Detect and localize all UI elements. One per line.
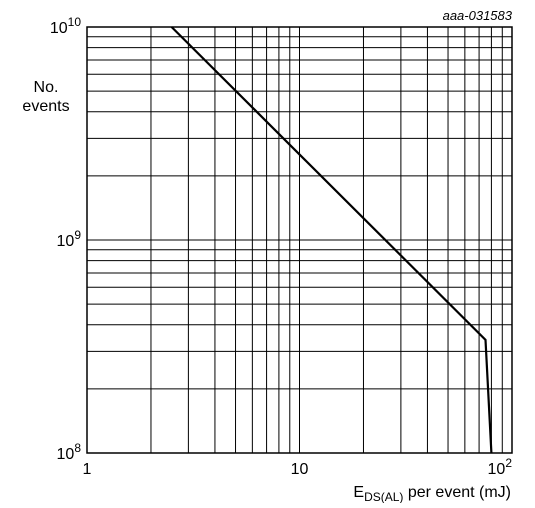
- y-axis-title: No.: [34, 79, 59, 96]
- plot-area-border: [86, 26, 513, 454]
- x-tick-label: 102: [488, 456, 513, 478]
- labels: 1 10 102 108 109 1010 No. events EDS(AL) per eve…: [22, 8, 513, 504]
- series-layer: [170, 26, 493, 454]
- x-axis-title: EDS(AL) per event (mJ): [353, 484, 511, 503]
- x-tick-label: 10: [291, 461, 309, 478]
- series-line: [170, 26, 493, 454]
- grid: [87, 27, 512, 453]
- y-tick-label: 109: [57, 228, 82, 250]
- plot-frame: [86, 26, 513, 454]
- figure-reference-code: aaa-031583: [443, 8, 513, 23]
- x-tick-label: 1: [83, 461, 92, 478]
- y-tick-label: 1010: [50, 15, 81, 37]
- y-tick-label: 108: [57, 441, 82, 463]
- y-axis-title: events: [22, 98, 69, 115]
